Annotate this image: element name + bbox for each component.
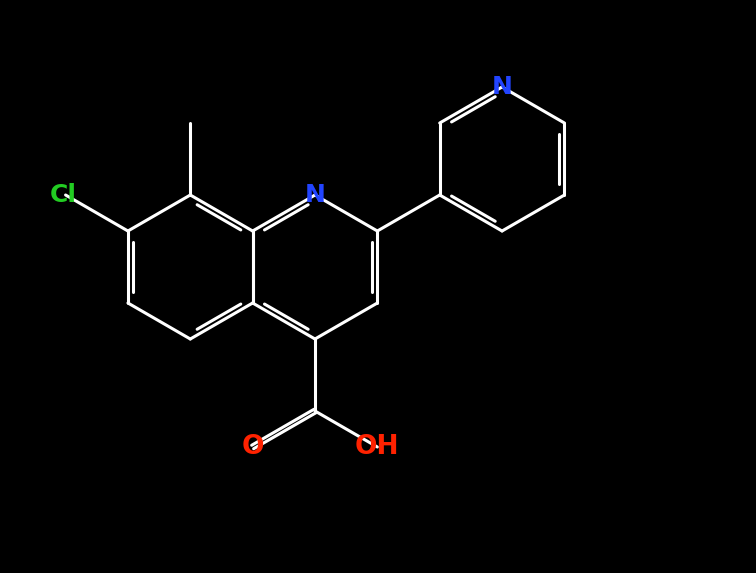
Text: N: N: [491, 75, 513, 99]
Text: O: O: [241, 434, 264, 460]
Text: OH: OH: [355, 434, 400, 460]
Text: Cl: Cl: [50, 183, 77, 207]
Text: N: N: [305, 183, 325, 207]
